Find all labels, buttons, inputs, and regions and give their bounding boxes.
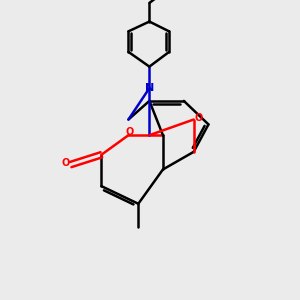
Text: N: N xyxy=(145,83,154,93)
Text: O: O xyxy=(126,127,134,137)
Text: O: O xyxy=(194,113,202,123)
Text: O: O xyxy=(62,158,70,168)
